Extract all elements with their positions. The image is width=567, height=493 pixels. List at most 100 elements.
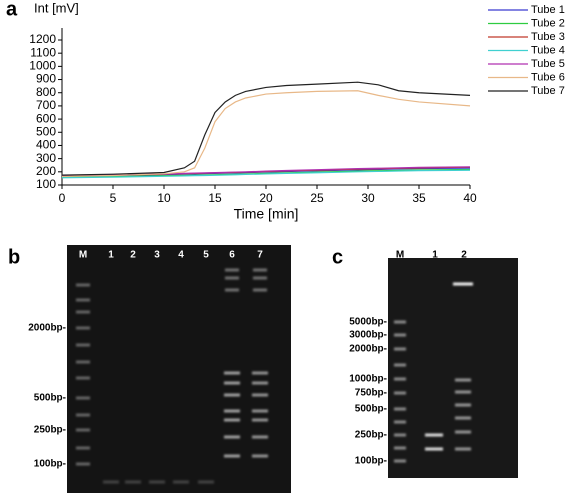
- marker-label: 2000bp-: [349, 344, 387, 355]
- gel-band: [252, 409, 268, 413]
- y-tick-label: 500: [36, 124, 56, 138]
- gel-band: [253, 276, 267, 280]
- gel-band: [224, 454, 240, 458]
- gel-band: [225, 288, 239, 292]
- x-tick-label: 35: [412, 191, 426, 205]
- marker-label: 750bp-: [355, 388, 387, 399]
- lane-label: 2: [461, 250, 467, 261]
- gel-band: [76, 413, 90, 417]
- panel-label: c: [332, 246, 343, 268]
- gel-band: [252, 435, 268, 439]
- gel-band: [76, 343, 90, 347]
- gel-band: [224, 393, 240, 397]
- gel-band: [455, 403, 471, 407]
- gel-b: [67, 245, 291, 493]
- marker-label: 500bp-: [34, 393, 66, 404]
- gel-band: [224, 409, 240, 413]
- gel-band: [455, 430, 471, 434]
- marker-label: 1000bp-: [349, 374, 387, 385]
- gel-band: [76, 396, 90, 400]
- lane-label: 4: [178, 250, 184, 261]
- marker-label: 500bp-: [355, 404, 387, 415]
- y-axis-label: Int [mV]: [34, 0, 79, 15]
- panel-label: b: [8, 246, 20, 268]
- lane-label: M: [396, 250, 404, 261]
- y-tick-label: 900: [36, 72, 56, 86]
- gel-band: [252, 418, 268, 422]
- gel-bands: [76, 268, 473, 484]
- lane-label: 1: [108, 250, 114, 261]
- gel-band: [224, 435, 240, 439]
- gel-band: [76, 298, 90, 302]
- gel-band: [224, 371, 240, 375]
- legend-label: Tube 5: [531, 58, 565, 70]
- y-tick-label: 1000: [29, 59, 56, 73]
- marker-label: 2000bp-: [28, 323, 66, 334]
- gel-band: [394, 347, 406, 351]
- gel-band: [253, 268, 267, 272]
- lane-label: 3: [154, 250, 160, 261]
- x-tick-label: 0: [59, 191, 66, 205]
- gel-band: [252, 454, 268, 458]
- y-tick-label: 1200: [29, 32, 56, 46]
- x-tick-label: 25: [310, 191, 324, 205]
- y-tick-label: 400: [36, 138, 56, 152]
- gel-band: [394, 377, 406, 381]
- gel-band: [455, 390, 471, 394]
- gel-band: [76, 376, 90, 380]
- y-tick-label: 300: [36, 151, 56, 165]
- marker-label: 100bp-: [355, 456, 387, 467]
- gel-band: [224, 381, 240, 385]
- gel-band: [225, 276, 239, 280]
- gel-band: [76, 446, 90, 450]
- y-tick-label: 200: [36, 164, 56, 178]
- gel-band: [253, 288, 267, 292]
- lane-label: 2: [130, 250, 136, 261]
- gel-band: [76, 428, 90, 432]
- y-tick-label: 1100: [30, 45, 56, 59]
- x-tick-label: 15: [208, 191, 222, 205]
- gel-band: [225, 268, 239, 272]
- gel-band: [224, 418, 240, 422]
- gel-band: [252, 371, 268, 375]
- lane-label: M: [79, 250, 87, 261]
- gel-band: [394, 459, 406, 463]
- x-tick-label: 10: [157, 191, 171, 205]
- gel-band: [394, 333, 406, 337]
- gel-band: [394, 433, 406, 437]
- gel-band: [394, 407, 406, 411]
- x-axis-label: Time [min]: [234, 206, 299, 222]
- x-tick-label: 5: [110, 191, 117, 205]
- gel-band: [76, 310, 90, 314]
- series-line: [61, 169, 471, 179]
- gel-band: [149, 480, 165, 484]
- marker-label: 250bp-: [355, 430, 387, 441]
- y-tick-label: 100: [36, 177, 56, 191]
- gel-band: [394, 363, 406, 367]
- series-line: [61, 90, 471, 178]
- gel-band: [453, 282, 473, 286]
- gel-band: [394, 391, 406, 395]
- gel-band: [394, 420, 406, 424]
- lane-label: 6: [229, 250, 235, 261]
- gel-band: [252, 393, 268, 397]
- x-tick-label: 40: [463, 191, 477, 205]
- gel-band: [76, 360, 90, 364]
- gel-band: [125, 480, 141, 484]
- panel-label: a: [6, 0, 18, 20]
- gel-band: [455, 447, 471, 451]
- legend-label: Tube 3: [531, 31, 565, 43]
- y-tick-label: 600: [36, 111, 56, 125]
- gel-c: [388, 258, 518, 478]
- legend-label: Tube 6: [531, 71, 565, 83]
- legend-label: Tube 4: [531, 44, 565, 56]
- gel-band: [394, 320, 406, 324]
- y-tick-label: 700: [36, 98, 56, 112]
- gel-band: [76, 326, 90, 330]
- gel-band: [455, 378, 471, 382]
- lane-label: 7: [257, 250, 263, 261]
- gel-band: [425, 447, 443, 451]
- gel-band: [76, 283, 90, 287]
